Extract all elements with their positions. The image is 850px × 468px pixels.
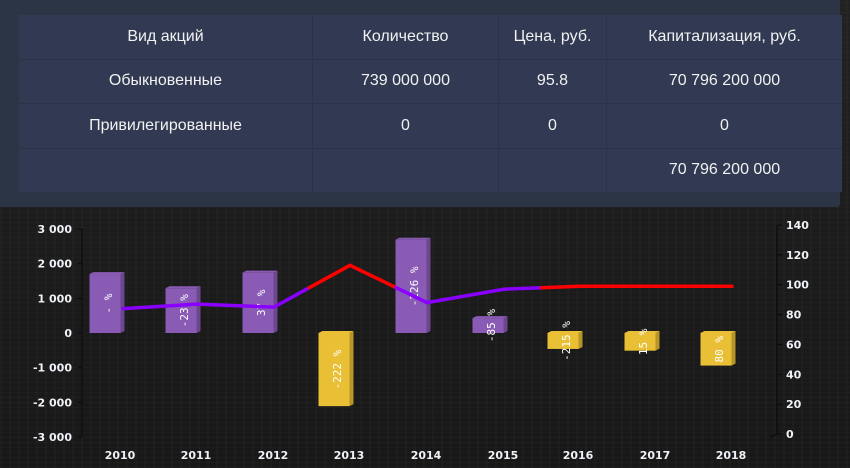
header-quantity: Количество <box>312 15 499 60</box>
bar: -23 % <box>165 286 201 333</box>
bar-series: - % -23 % 37 % -222 % -226 % -85 % -215 % 15 % 8… <box>89 237 736 407</box>
x-axis-label: 2017 <box>640 449 671 462</box>
cell-price <box>498 147 607 192</box>
left-axis-tick: 2 000 <box>38 258 73 271</box>
cell-quantity <box>312 147 499 192</box>
cell-capitalization: 0 <box>606 103 842 149</box>
right-axis-tick: 120 <box>786 249 809 262</box>
cell-price: 0 <box>498 103 607 149</box>
x-axis-label: 2016 <box>563 449 594 462</box>
bar: -222 % <box>318 331 354 407</box>
bar-label: - % <box>102 293 115 313</box>
cell-share-type: Обыкновенные <box>19 58 313 104</box>
bar-label: 15 % <box>637 328 650 355</box>
header-share-type: Вид акций <box>19 15 313 60</box>
left-axis-tick: 3 000 <box>38 223 73 236</box>
bar-label: 80 % <box>713 336 726 363</box>
cell-quantity: 0 <box>312 103 499 149</box>
capitalization-table: Вид акций Количество Цена, руб. Капитали… <box>19 15 842 192</box>
table-header-row: Вид акций Количество Цена, руб. Капитали… <box>19 15 842 60</box>
capitalization-panel: Вид акций Количество Цена, руб. Капитали… <box>0 0 842 207</box>
table-row: Обыкновенные 739 000 000 95.8 70 796 200… <box>19 58 842 104</box>
right-axis-tick: 80 <box>786 309 802 322</box>
bar: 37 % <box>242 270 278 333</box>
header-capitalization: Капитализация, руб. <box>606 15 842 60</box>
bar: -215 % <box>547 321 583 361</box>
table-total-row: 70 796 200 000 <box>19 147 842 192</box>
bar-label: -23 % <box>178 294 191 327</box>
cell-capitalization-total: 70 796 200 000 <box>606 147 842 192</box>
left-axis-tick: -1 000 <box>33 362 72 375</box>
x-axis-label: 2011 <box>181 449 212 462</box>
right-axis-tick: 100 <box>786 279 809 292</box>
x-axis-label: 2013 <box>334 449 365 462</box>
right-y-axis: 140 120 100 80 60 40 20 0 <box>769 219 809 441</box>
left-axis-tick: -2 000 <box>33 396 72 409</box>
cell-share-type: Привилегированные <box>19 103 313 149</box>
bar: - % <box>89 272 125 333</box>
x-axis-label: 2015 <box>488 449 519 462</box>
right-axis-tick: 40 <box>786 368 802 381</box>
x-axis-label: 2014 <box>411 449 442 462</box>
cell-capitalization: 70 796 200 000 <box>606 58 842 104</box>
x-axis-label: 2010 <box>105 449 136 462</box>
left-axis-tick: 0 <box>64 327 72 340</box>
bar: 15 % <box>624 328 660 355</box>
bar-label: 37 % <box>255 289 268 316</box>
cell-quantity: 739 000 000 <box>312 58 499 104</box>
bar: -85 % <box>472 309 508 342</box>
bar-label: -85 % <box>485 309 498 342</box>
bar-label: -222 % <box>331 349 344 389</box>
left-axis-tick: -3 000 <box>33 431 72 444</box>
right-axis-tick: 0 <box>786 428 794 441</box>
x-axis-label: 2012 <box>258 449 289 462</box>
table-row: Привилегированные 0 0 0 <box>19 103 842 149</box>
bar: 80 % <box>700 331 736 366</box>
line-series <box>121 263 734 311</box>
x-axis-labels: 2010 2011 2012 2013 2014 2015 2016 2017 2018 <box>105 449 747 462</box>
cell-price: 95.8 <box>498 58 607 104</box>
right-axis-tick: 140 <box>786 219 809 232</box>
combo-chart: 3 000 2 000 1 000 0 -1 000 -2 000 -3 000 140 12… <box>33 219 809 462</box>
left-y-axis: 3 000 2 000 1 000 0 -1 000 -2 000 -3 000 <box>33 223 83 444</box>
x-axis-label: 2018 <box>716 449 747 462</box>
left-axis-tick: 1 000 <box>38 292 73 305</box>
bar: -226 % <box>395 237 431 333</box>
cell-share-type <box>19 147 313 192</box>
bar-label: -215 % <box>560 321 573 361</box>
right-axis-tick: 60 <box>786 338 802 351</box>
header-price: Цена, руб. <box>498 15 607 60</box>
right-axis-tick: 20 <box>786 398 802 411</box>
